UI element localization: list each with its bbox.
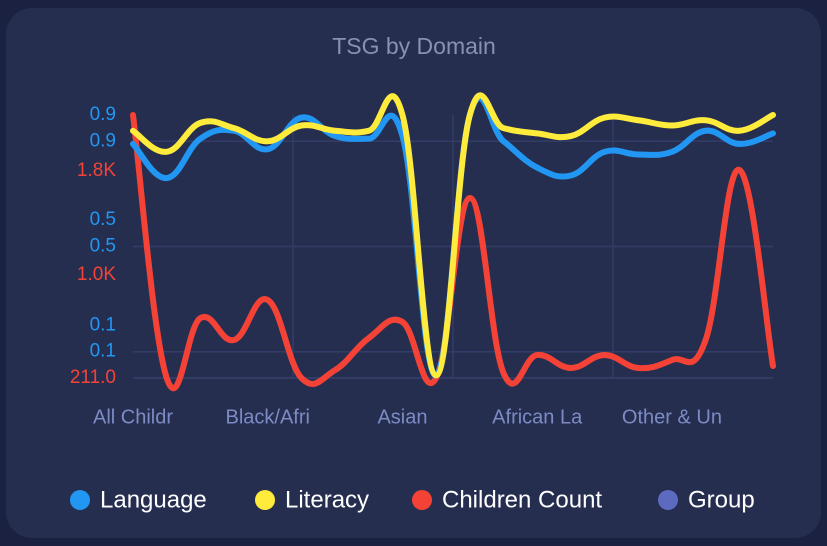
x-tick-label: African La <box>492 406 583 428</box>
y-tick-label: 0.1 <box>90 314 116 335</box>
card-background <box>6 8 821 538</box>
x-tick-label: Asian <box>377 406 427 428</box>
legend-label: Group <box>688 486 755 513</box>
y-tick-label: 0.9 <box>90 130 116 151</box>
legend-swatch <box>255 490 275 510</box>
x-tick-label: Other & Un <box>622 406 722 428</box>
y-tick-label: 1.0K <box>77 264 116 285</box>
y-tick-label: 0.9 <box>90 104 116 125</box>
legend-label: Children Count <box>442 486 602 513</box>
x-tick-label: All Childr <box>93 406 173 428</box>
chart-title: TSG by Domain <box>332 33 496 59</box>
legend-swatch <box>658 490 678 510</box>
legend-label: Literacy <box>285 486 369 513</box>
legend-label: Language <box>100 486 207 513</box>
legend-swatch <box>412 490 432 510</box>
legend-swatch <box>70 490 90 510</box>
x-tick-label: Black/Afri <box>226 406 310 428</box>
y-tick-label: 1.8K <box>77 160 116 181</box>
y-tick-label: 0.5 <box>90 236 116 257</box>
y-tick-label: 0.5 <box>90 209 116 230</box>
y-tick-label: 211.0 <box>70 367 116 388</box>
y-tick-label: 0.1 <box>90 341 116 362</box>
series-line <box>130 92 776 379</box>
